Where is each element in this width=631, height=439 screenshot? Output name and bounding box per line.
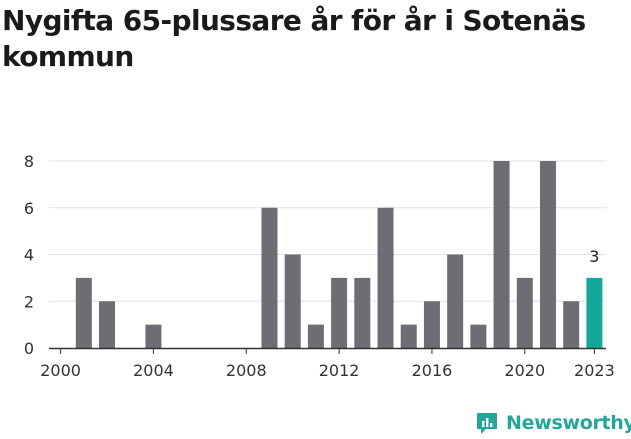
x-tick-label: 2023 bbox=[574, 361, 615, 380]
bar bbox=[470, 324, 487, 348]
bar bbox=[331, 277, 348, 348]
x-tick-label: 2016 bbox=[412, 361, 453, 380]
y-axis-ticks: 0 2 4 6 8 bbox=[24, 152, 34, 358]
bar bbox=[99, 301, 116, 348]
bar bbox=[493, 161, 510, 348]
bar bbox=[354, 277, 371, 348]
x-tick-label: 2008 bbox=[226, 361, 267, 380]
x-tick-label: 2004 bbox=[133, 361, 174, 380]
bar bbox=[423, 301, 440, 348]
bar bbox=[307, 324, 324, 348]
y-tick-label: 6 bbox=[24, 199, 34, 218]
x-tick-label: 2020 bbox=[504, 361, 545, 380]
data-label: 3 bbox=[589, 247, 599, 266]
y-tick-label: 0 bbox=[24, 339, 34, 358]
bar bbox=[563, 301, 580, 348]
bar bbox=[377, 207, 394, 348]
x-axis: 2000 2004 2008 2012 2016 2020 2023 bbox=[40, 347, 615, 380]
brand-name: Newsworthy bbox=[506, 412, 631, 434]
bar bbox=[539, 161, 556, 348]
y-tick-label: 4 bbox=[24, 246, 34, 265]
bar bbox=[447, 254, 464, 348]
data-labels: 3 bbox=[589, 247, 599, 266]
bar bbox=[145, 324, 162, 348]
brand: Newsworthy bbox=[474, 407, 631, 439]
bars bbox=[75, 161, 603, 348]
bar-highlight bbox=[586, 277, 603, 348]
bar bbox=[75, 277, 92, 348]
gridlines bbox=[49, 160, 606, 302]
y-tick-label: 8 bbox=[24, 152, 34, 171]
x-tick-label: 2000 bbox=[40, 361, 81, 380]
chart-title: Nygifta 65-plussare år för år i Sotenäs … bbox=[2, 4, 586, 73]
bar bbox=[516, 277, 533, 348]
y-tick-label: 2 bbox=[24, 292, 34, 311]
bar bbox=[284, 254, 301, 348]
bar bbox=[261, 207, 278, 348]
x-tick-label: 2012 bbox=[319, 361, 360, 380]
bar bbox=[400, 324, 417, 348]
newsworthy-logo-icon bbox=[477, 413, 497, 434]
